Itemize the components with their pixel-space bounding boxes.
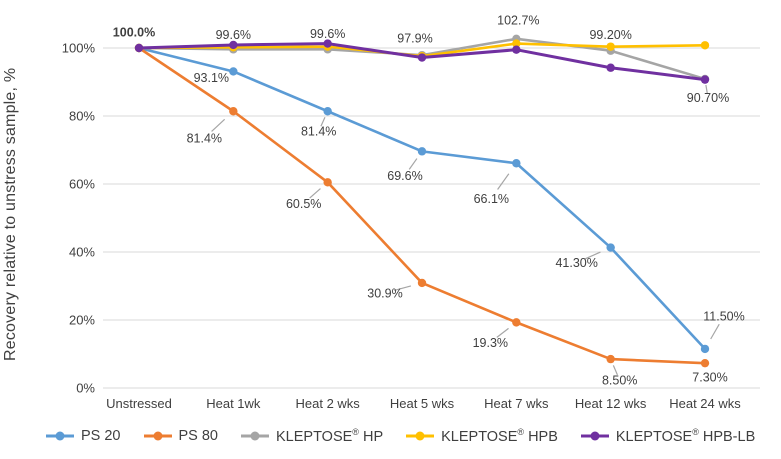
data-point-ps-80 xyxy=(606,354,615,364)
data-point-ps-20 xyxy=(323,107,332,116)
label-leader-line xyxy=(612,365,618,376)
data-label: 60.5% xyxy=(286,197,321,211)
data-point-kleptose-hpb-lb xyxy=(417,53,427,62)
x-axis-label: Heat 5 wks xyxy=(390,396,455,411)
legend: PS 20 PS 80 KLEPTOSE® HP KLEPTOSE® HPB KLEPT… xyxy=(0,419,781,453)
data-point-ps-20 xyxy=(700,344,710,354)
legend-marker-icon xyxy=(241,431,269,441)
data-label: 69.6% xyxy=(387,169,422,183)
data-point-ps-20 xyxy=(417,147,427,156)
series-line-ps-20 xyxy=(137,46,707,351)
y-tick-label: 40% xyxy=(69,245,95,260)
legend-marker-icon xyxy=(580,431,609,441)
data-point-ps-80 xyxy=(323,178,332,187)
data-label: 41.30% xyxy=(555,256,597,270)
data-point-ps-80 xyxy=(700,358,710,368)
x-axis-label: Heat 12 wks xyxy=(575,396,647,411)
data-point-kleptose-hpb-lb xyxy=(606,63,615,72)
legend-item-kleptose-hpb-lb: KLEPTOSE® HPB-LB xyxy=(580,427,756,445)
data-label: 93.1% xyxy=(194,71,229,85)
data-label: 90.70% xyxy=(687,91,729,105)
data-point-ps-80 xyxy=(229,107,238,116)
data-label: 97.9% xyxy=(397,32,432,46)
data-label: 66.1% xyxy=(474,192,509,206)
label-leader-line xyxy=(309,188,321,199)
data-label: 8.50% xyxy=(602,374,637,388)
data-point-ps-20 xyxy=(512,159,521,168)
label-leader-line xyxy=(710,323,720,340)
series-line-ps-80 xyxy=(137,46,707,365)
data-label: 7.30% xyxy=(692,371,727,385)
legend-marker-icon xyxy=(46,431,74,441)
label-leader-line xyxy=(394,285,412,292)
label-leader-line xyxy=(211,118,226,132)
legend-marker-icon xyxy=(406,431,435,441)
data-point-ps-80 xyxy=(417,278,427,288)
data-point-ps-80 xyxy=(512,318,521,327)
data-label: 19.3% xyxy=(473,336,508,350)
legend-item-label: KLEPTOSE® HPB-LB xyxy=(615,427,756,445)
data-point-kleptose-hpb xyxy=(700,41,710,50)
y-tick-label: 0% xyxy=(76,381,95,396)
data-label: 99.6% xyxy=(216,28,251,42)
data-label: 81.4% xyxy=(187,132,222,146)
data-label: 99.6% xyxy=(310,27,345,41)
data-label: 102.7% xyxy=(497,13,539,27)
data-point-kleptose-hpb-lb xyxy=(229,40,238,50)
legend-item-label: KLEPTOSE® HPB xyxy=(441,427,558,445)
legend-item-kleptose-hp: KLEPTOSE® HP xyxy=(241,427,383,445)
legend-item-kleptose-hpb: KLEPTOSE® HPB xyxy=(406,427,558,445)
data-point-ps-20 xyxy=(229,67,238,76)
label-leader-line xyxy=(705,84,708,94)
data-point-kleptose-hpb xyxy=(512,39,521,48)
label-leader-line xyxy=(408,158,418,170)
x-axis-label: Heat 7 wks xyxy=(484,396,549,411)
x-axis-label: Heat 2 wks xyxy=(296,396,361,411)
label-leader-line xyxy=(496,327,509,338)
data-point-ps-20 xyxy=(606,243,615,252)
data-label: 30.9% xyxy=(367,286,402,300)
x-axis-label: Heat 1wk xyxy=(206,396,261,411)
data-point-kleptose-hpb-lb xyxy=(134,43,144,53)
data-label: 81.4% xyxy=(301,125,336,139)
data-point-kleptose-hpb-lb xyxy=(323,39,332,48)
data-point-kleptose-hpb-lb xyxy=(700,75,710,84)
data-label: 11.50% xyxy=(703,309,744,323)
x-axis-label: Heat 24 wks xyxy=(669,396,741,411)
legend-item-ps-80: PS 80 xyxy=(143,428,219,444)
y-tick-label: 100% xyxy=(62,41,96,56)
legend-item-label: PS 20 xyxy=(81,428,121,444)
legend-marker-icon xyxy=(143,431,172,441)
y-tick-label: 60% xyxy=(69,177,95,192)
data-point-kleptose-hpb xyxy=(606,42,615,51)
data-label: 100.0% xyxy=(113,26,155,40)
line-chart-plot-area: 0% 20% 40% 60% 80% 100% Unstressed Heat 1wk Heat… xyxy=(62,13,760,411)
legend-item-label: PS 80 xyxy=(178,428,219,444)
data-point-kleptose-hpb-lb xyxy=(512,45,521,54)
label-leader-line xyxy=(497,173,510,190)
y-tick-label: 20% xyxy=(69,313,95,328)
legend-item-label: KLEPTOSE® HP xyxy=(276,427,384,445)
legend-item-ps-20: PS 20 xyxy=(46,428,121,444)
x-axis-label: Unstressed xyxy=(106,396,172,411)
data-label: 99.20% xyxy=(589,28,631,42)
label-leader-line xyxy=(584,251,601,260)
y-tick-label: 80% xyxy=(69,109,95,124)
label-leader-line xyxy=(320,116,326,127)
